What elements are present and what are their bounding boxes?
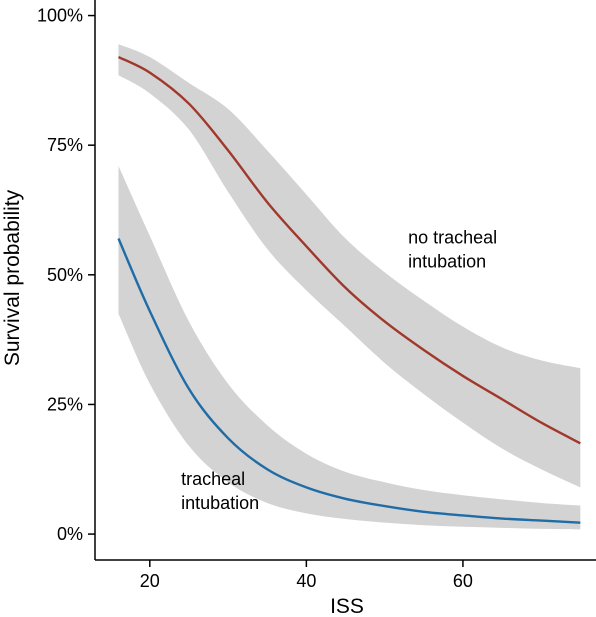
confidence-bands [118, 44, 581, 530]
x-tick-label: 20 [140, 571, 160, 591]
y-tick-label: 100% [37, 6, 83, 26]
annotation-label: no tracheal intubation [408, 228, 497, 272]
series-lines [117, 55, 581, 524]
annotation-line: tracheal [181, 469, 245, 489]
y-ticks: 0% 25% 50% 75% 100% [37, 6, 95, 544]
y-axis-title: Survival probability [1, 189, 24, 366]
x-tick-label: 60 [453, 571, 473, 591]
series-line-no-intubation [117, 55, 581, 445]
y-tick-label: 25% [47, 394, 83, 414]
series-line-intubation [117, 238, 581, 524]
annotation-line: intubation [181, 493, 259, 513]
confidence-band-intubation [118, 165, 581, 530]
y-tick-label: 75% [47, 135, 83, 155]
y-tick-label: 50% [47, 265, 83, 285]
annotation-label: tracheal intubation [181, 469, 259, 513]
y-tick-label: 0% [57, 524, 83, 544]
annotations: no tracheal intubation tracheal intubation [181, 228, 497, 513]
x-ticks: 20 40 60 [140, 560, 473, 591]
annotation-line: intubation [408, 252, 486, 272]
annotation-line: no tracheal [408, 228, 497, 248]
axes: 0% 25% 50% 75% 100% 20 40 60 [37, 0, 596, 591]
x-tick-label: 40 [296, 571, 316, 591]
x-axis-title: ISS [330, 595, 364, 617]
